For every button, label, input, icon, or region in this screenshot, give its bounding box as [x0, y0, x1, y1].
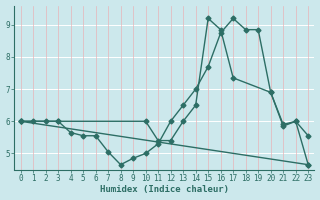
X-axis label: Humidex (Indice chaleur): Humidex (Indice chaleur) [100, 185, 229, 194]
